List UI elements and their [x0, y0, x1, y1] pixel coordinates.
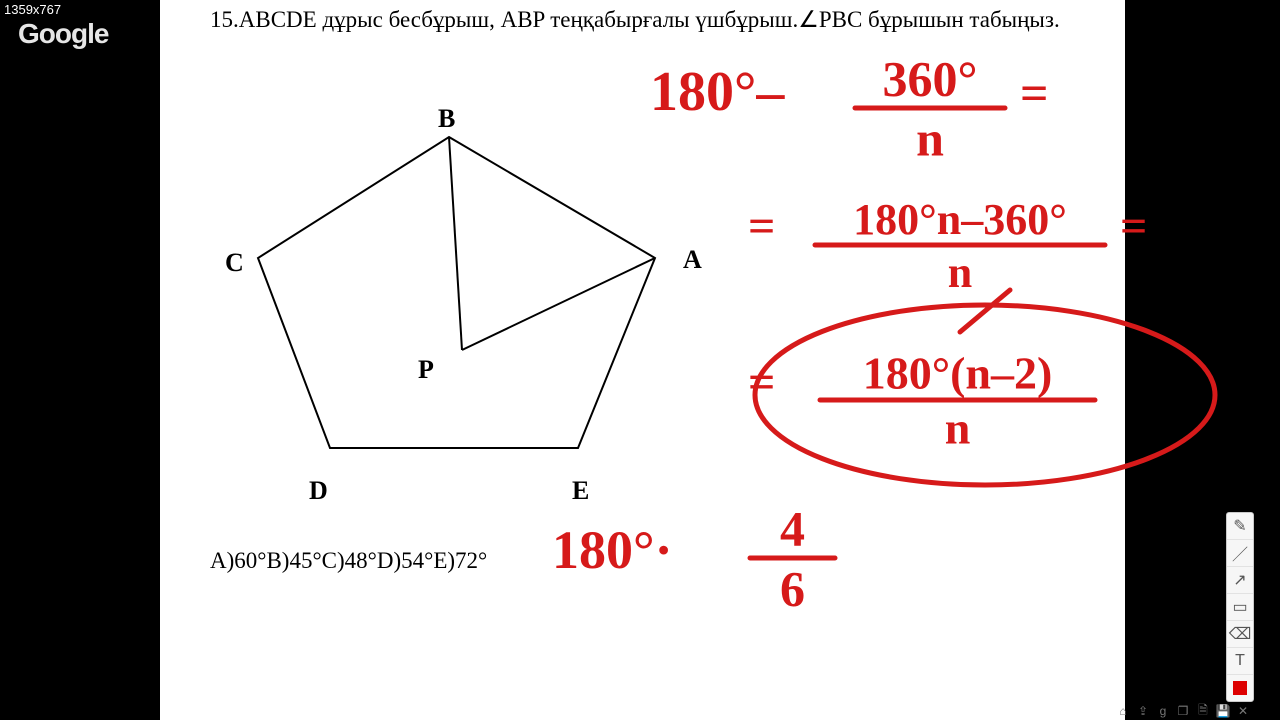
- color-swatch[interactable]: [1227, 675, 1253, 701]
- vertex-label-C: C: [225, 248, 244, 278]
- brush-icon[interactable]: ✎: [1227, 513, 1253, 540]
- bottom-toolbar[interactable]: ⌂ ⇪ g ❐ 🗎 💾 ✕: [1112, 702, 1254, 720]
- text-icon[interactable]: T: [1227, 648, 1253, 675]
- save-icon[interactable]: 💾: [1216, 704, 1230, 718]
- paper-area: [160, 0, 1125, 720]
- drawing-toolbar[interactable]: ✎／↗▭⌫T: [1226, 512, 1254, 702]
- doc-icon[interactable]: 🗎: [1196, 704, 1210, 718]
- google-watermark: Google: [18, 18, 108, 50]
- line-icon[interactable]: ／: [1227, 540, 1253, 567]
- problem-text: 15.ABCDE дұрыс бесбұрыш, ABP теңқабырғал…: [210, 4, 1115, 35]
- eraser-icon[interactable]: ⌫: [1227, 621, 1253, 648]
- copy-icon[interactable]: ❐: [1176, 704, 1190, 718]
- vertex-label-A: A: [683, 245, 702, 275]
- home-icon[interactable]: ⌂: [1116, 704, 1130, 718]
- share-icon[interactable]: ⇪: [1136, 704, 1150, 718]
- search-icon[interactable]: g: [1156, 704, 1170, 718]
- close-icon[interactable]: ✕: [1236, 704, 1250, 718]
- vertex-label-E: E: [572, 476, 589, 506]
- rect-icon[interactable]: ▭: [1227, 594, 1253, 621]
- vertex-label-D: D: [309, 476, 328, 506]
- stage: 1359x767 Google 15.ABCDE дұрыс бесбұрыш,…: [0, 0, 1280, 720]
- answer-choices: A)60°B)45°C)48°D)54°E)72°: [210, 548, 487, 574]
- arrow-icon[interactable]: ↗: [1227, 567, 1253, 594]
- vertex-label-P: P: [418, 355, 434, 385]
- dimensions-label: 1359x767: [4, 2, 61, 17]
- vertex-label-B: B: [438, 104, 455, 134]
